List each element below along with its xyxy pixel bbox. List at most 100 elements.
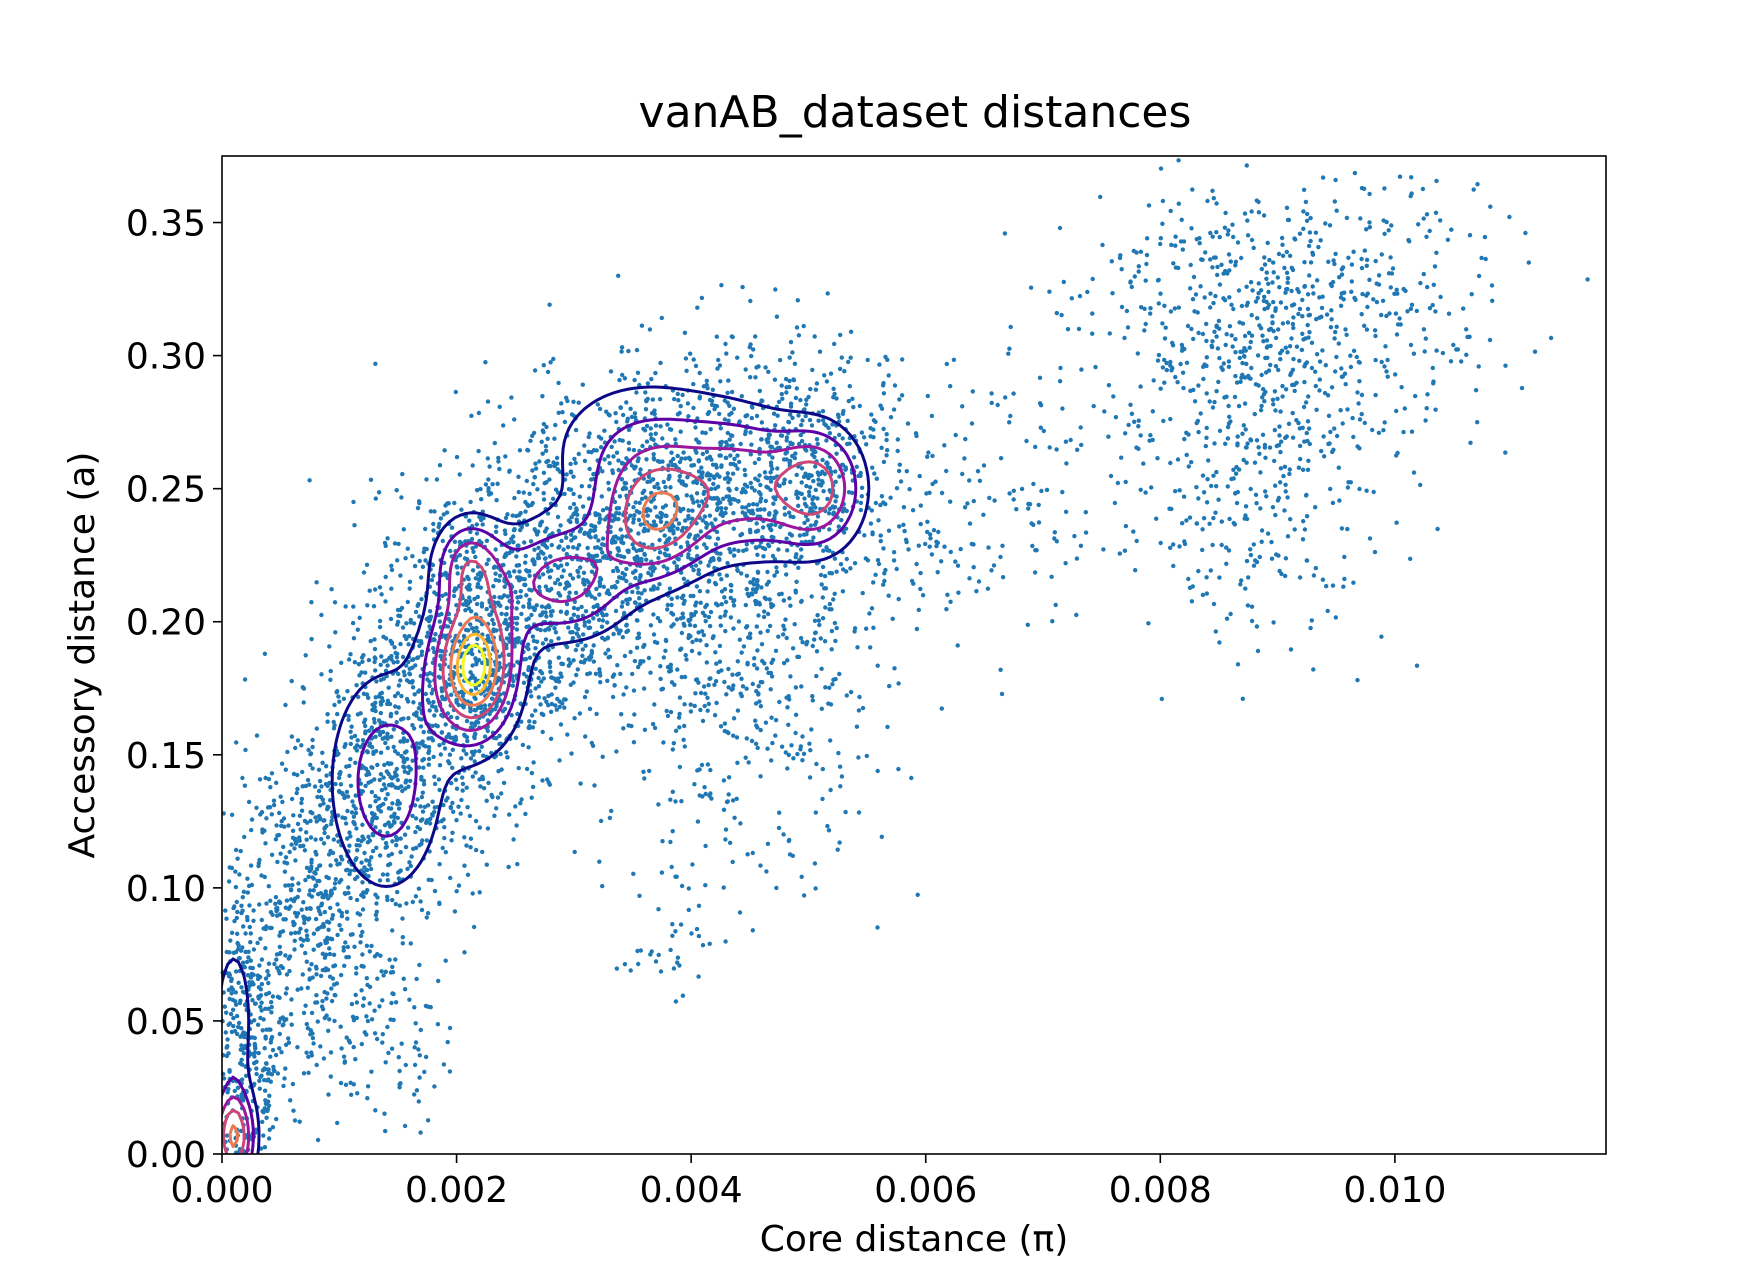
data-point — [518, 510, 523, 516]
data-point — [739, 650, 744, 655]
data-point — [475, 594, 480, 600]
data-point — [367, 743, 372, 748]
data-point — [260, 1028, 265, 1033]
data-point — [958, 546, 963, 552]
data-point — [815, 441, 820, 447]
data-point — [600, 550, 605, 555]
data-point — [328, 1050, 334, 1055]
data-point — [355, 1091, 360, 1096]
data-point — [323, 889, 328, 894]
data-point — [869, 412, 874, 417]
data-point — [731, 683, 736, 688]
data-point — [336, 788, 342, 794]
data-point — [373, 695, 378, 700]
data-point — [330, 976, 336, 981]
data-point — [527, 587, 532, 592]
data-point — [659, 511, 664, 516]
data-point — [325, 719, 330, 724]
data-point — [492, 594, 497, 600]
data-point — [311, 888, 316, 893]
data-point — [571, 491, 576, 497]
data-point — [509, 713, 514, 718]
data-point — [436, 524, 441, 530]
data-point — [700, 430, 705, 435]
data-point — [291, 771, 297, 777]
data-point — [400, 471, 405, 477]
data-point — [682, 723, 687, 729]
data-point — [575, 667, 580, 672]
data-point — [427, 679, 432, 684]
data-point — [524, 674, 529, 679]
data-point — [858, 473, 863, 478]
data-point — [426, 762, 431, 767]
data-point — [607, 815, 613, 821]
data-point — [750, 850, 755, 856]
data-point — [592, 527, 598, 533]
data-point — [658, 360, 663, 366]
data-point — [879, 406, 885, 411]
data-point — [808, 386, 813, 392]
data-point — [929, 552, 935, 557]
data-point — [507, 574, 513, 579]
data-point — [299, 943, 304, 948]
data-point — [942, 544, 947, 549]
data-point — [703, 883, 708, 888]
data-point — [903, 537, 909, 542]
data-point — [773, 648, 779, 653]
data-point — [807, 775, 813, 780]
data-point — [527, 724, 532, 729]
data-point — [273, 1052, 279, 1058]
data-point — [225, 1037, 230, 1042]
data-point — [266, 884, 271, 889]
data-point — [571, 399, 576, 404]
data-point — [224, 1133, 230, 1138]
data-point — [547, 477, 552, 482]
data-point — [777, 810, 782, 815]
data-point — [392, 820, 397, 825]
data-point — [404, 663, 409, 668]
data-point — [456, 702, 461, 708]
data-point — [715, 484, 721, 489]
data-point — [505, 594, 510, 599]
data-point — [521, 490, 526, 495]
data-point — [933, 479, 938, 484]
data-point — [775, 413, 780, 418]
data-point — [909, 578, 915, 584]
data-point — [774, 565, 779, 570]
data-point — [417, 843, 422, 848]
data-point — [378, 772, 384, 777]
data-point — [412, 563, 418, 569]
data-point — [339, 877, 344, 883]
data-point — [274, 957, 279, 962]
data-point — [785, 766, 790, 771]
data-point — [457, 639, 462, 644]
data-point — [644, 439, 650, 444]
data-point — [689, 648, 695, 654]
data-point — [825, 823, 830, 829]
data-point — [262, 651, 268, 656]
data-point — [528, 539, 534, 544]
data-point — [421, 782, 427, 787]
data-point — [881, 459, 887, 465]
data-point — [663, 648, 668, 653]
data-point — [872, 471, 877, 476]
data-point — [383, 969, 388, 974]
data-point — [820, 766, 825, 772]
data-point — [718, 426, 723, 431]
data-point — [426, 618, 432, 624]
data-point — [707, 397, 713, 403]
data-point — [521, 680, 527, 685]
data-point — [328, 905, 333, 911]
data-point — [655, 481, 660, 487]
data-point — [722, 721, 728, 726]
data-point — [247, 980, 252, 985]
data-point — [743, 755, 748, 760]
data-point — [351, 636, 357, 641]
data-point — [589, 554, 594, 559]
data-point — [726, 792, 731, 797]
data-point — [417, 558, 422, 564]
data-point — [619, 345, 625, 350]
data-point — [816, 418, 821, 423]
data-point — [243, 931, 248, 936]
data-point — [244, 959, 250, 965]
